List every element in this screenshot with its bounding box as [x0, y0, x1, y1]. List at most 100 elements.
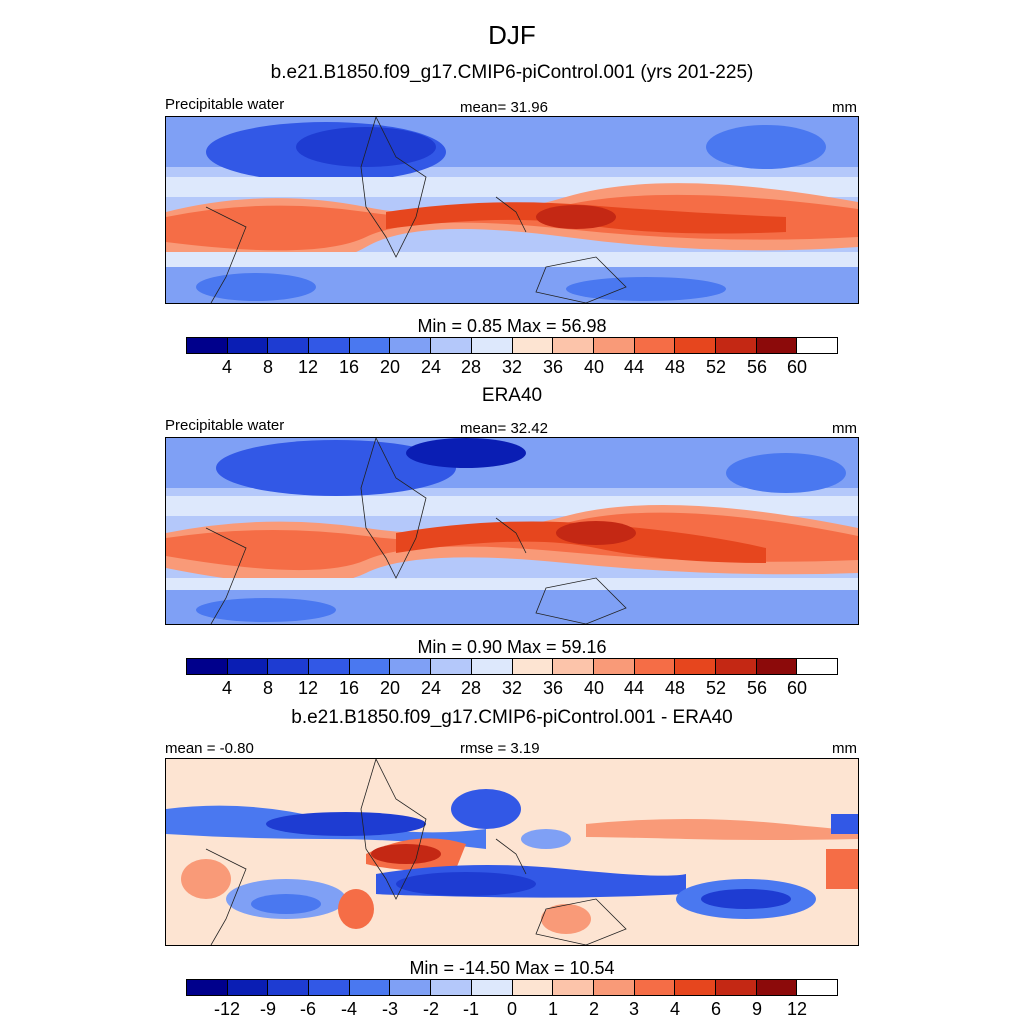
colorbar-swatch — [309, 338, 350, 353]
colorbar-tick-label: 1 — [547, 999, 558, 1019]
panel-2-variable-label: Precipitable water — [165, 417, 285, 434]
colorbar-swatch — [593, 980, 635, 995]
colorbar-swatch — [634, 338, 676, 353]
colorbar-tick-label: 24 — [420, 678, 442, 698]
colorbar-tick-label: -12 — [213, 999, 240, 1019]
colorbar-swatch — [227, 659, 269, 674]
panel-1-minmax: Min = 0.85 Max = 56.98 — [417, 316, 607, 336]
panel-2-subtitle: ERA40 — [481, 385, 543, 406]
colorbar-swatch — [309, 980, 350, 995]
colorbar-swatch — [553, 980, 594, 995]
colorbar-tick-label: 2 — [588, 999, 599, 1019]
colorbar-swatch — [431, 659, 472, 674]
colorbar-swatch — [471, 338, 513, 353]
colorbar-tick-label: 24 — [420, 357, 442, 377]
panel-3-mean-label: mean = -0.80 — [165, 740, 254, 757]
colorbar-swatch — [715, 980, 757, 995]
colorbar-tick-label: -6 — [299, 999, 316, 1019]
colorbar-tick-label: 56 — [746, 357, 768, 377]
colorbar-tick-label: 0 — [506, 999, 517, 1019]
colorbar-tick-label: -4 — [340, 999, 357, 1019]
colorbar-tick-label: 20 — [379, 357, 401, 377]
colorbar-swatch — [268, 980, 310, 995]
colorbar-swatch — [349, 980, 391, 995]
colorbar-swatch — [431, 338, 472, 353]
colorbar-swatch — [675, 659, 716, 674]
colorbar-tick-label: 56 — [746, 678, 768, 698]
panel-1-mean-label: mean= 31.96 — [460, 99, 548, 116]
colorbar-swatch — [593, 338, 635, 353]
colorbar-tick-label: 36 — [542, 678, 564, 698]
colorbar-tick-label: -1 — [462, 999, 479, 1019]
colorbar-tick-label: -9 — [259, 999, 276, 1019]
colorbar-swatch — [512, 980, 554, 995]
colorbar-swatch — [349, 338, 391, 353]
colorbar-tick-label: 28 — [460, 357, 482, 377]
colorbar-tick-label: 48 — [664, 678, 686, 698]
panel-3-units-label: mm — [832, 740, 857, 757]
panel-2-colorbar — [186, 658, 838, 675]
colorbar-tick-label: 32 — [501, 678, 523, 698]
panel-1-variable-label: Precipitable water — [165, 96, 285, 113]
colorbar-tick-label: -2 — [422, 999, 439, 1019]
colorbar-tick-label: 3 — [628, 999, 639, 1019]
panel-1-colorbar — [186, 337, 838, 354]
colorbar-swatch — [797, 980, 837, 995]
panel-3-rmse-label: rmse = 3.19 — [460, 740, 540, 757]
colorbar-tick-label: 6 — [710, 999, 721, 1019]
colorbar-swatch — [187, 659, 228, 674]
panel-2-mean-label: mean= 32.42 — [460, 420, 548, 437]
colorbar-tick-label: 12 — [297, 678, 319, 698]
panel-3-minmax: Min = -14.50 Max = 10.54 — [409, 958, 615, 978]
panel-1-units-label: mm — [832, 99, 857, 116]
panel-3-subtitle: b.e21.B1850.f09_g17.CMIP6-piControl.001 … — [291, 707, 733, 728]
colorbar-tick-label: 16 — [338, 357, 360, 377]
colorbar-swatch — [187, 980, 228, 995]
colorbar-swatch — [715, 338, 757, 353]
colorbar-tick-label: 52 — [705, 357, 727, 377]
colorbar-tick-label: 4 — [221, 357, 232, 377]
colorbar-swatch — [227, 980, 269, 995]
colorbar-swatch — [309, 659, 350, 674]
colorbar-swatch — [675, 980, 716, 995]
panel-1-subtitle: b.e21.B1850.f09_g17.CMIP6-piControl.001 … — [270, 62, 754, 83]
colorbar-swatch — [471, 659, 513, 674]
colorbar-swatch — [715, 659, 757, 674]
colorbar-tick-label: 4 — [221, 678, 232, 698]
colorbar-swatch — [390, 659, 432, 674]
colorbar-tick-label: 12 — [786, 999, 808, 1019]
colorbar-tick-label: 40 — [583, 357, 605, 377]
colorbar-swatch — [268, 338, 310, 353]
panel-3-map — [165, 758, 859, 946]
colorbar-tick-label: -3 — [381, 999, 398, 1019]
panel-3-colorbar — [186, 979, 838, 996]
colorbar-tick-label: 9 — [751, 999, 762, 1019]
colorbar-tick-label: 44 — [623, 357, 645, 377]
colorbar-tick-label: 60 — [786, 357, 808, 377]
colorbar-swatch — [675, 338, 716, 353]
colorbar-swatch — [390, 338, 432, 353]
colorbar-swatch — [797, 338, 837, 353]
colorbar-swatch — [553, 338, 594, 353]
colorbar-swatch — [634, 980, 676, 995]
colorbar-swatch — [634, 659, 676, 674]
colorbar-swatch — [390, 980, 432, 995]
colorbar-swatch — [349, 659, 391, 674]
colorbar-tick-label: 32 — [501, 357, 523, 377]
panel-1-map — [165, 116, 859, 304]
panel-2-units-label: mm — [832, 420, 857, 437]
colorbar-tick-label: 52 — [705, 678, 727, 698]
colorbar-tick-label: 4 — [669, 999, 680, 1019]
colorbar-tick-label: 8 — [262, 678, 273, 698]
colorbar-tick-label: 60 — [786, 678, 808, 698]
colorbar-tick-label: 48 — [664, 357, 686, 377]
colorbar-swatch — [512, 659, 554, 674]
colorbar-swatch — [431, 980, 472, 995]
colorbar-swatch — [797, 659, 837, 674]
colorbar-tick-label: 40 — [583, 678, 605, 698]
colorbar-swatch — [512, 338, 554, 353]
colorbar-swatch — [187, 338, 228, 353]
panel-2-minmax: Min = 0.90 Max = 59.16 — [417, 637, 607, 657]
colorbar-swatch — [593, 659, 635, 674]
colorbar-swatch — [553, 659, 594, 674]
